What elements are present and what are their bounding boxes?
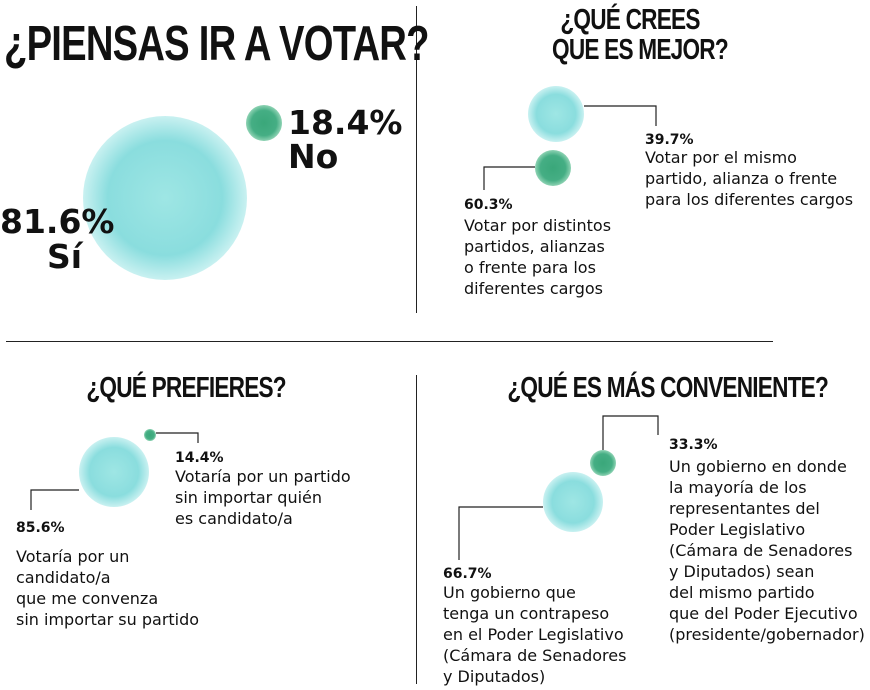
- label-line: en el Poder Legislativo: [443, 625, 624, 644]
- chart-title-prefieres: ¿QUÉ PREFIERES?: [86, 372, 286, 404]
- label-por-partido: Votaría por un partido sin importar quié…: [175, 466, 351, 529]
- label-mismo-partido-ejecutivo: Un gobierno en donde la mayoría de los r…: [669, 456, 865, 645]
- label-line: Votaría por un partido: [175, 467, 351, 486]
- leader-por-candidato: [30, 489, 79, 510]
- label-line: Votar por distintos: [464, 216, 612, 235]
- value-mismo-partido-ejecutivo: 33.3%: [669, 437, 718, 453]
- value-por-candidato: 85.6%: [16, 520, 65, 536]
- label-line: Votar por el mismo: [645, 148, 797, 167]
- label-line: Votaría por un: [16, 547, 130, 566]
- label-line: diferentes cargos: [464, 279, 604, 298]
- label-mismo-partido: Votar por el mismo partido, alianza o fr…: [645, 147, 853, 210]
- label-line: partidos, alianzas: [464, 237, 605, 256]
- label-line: Poder Legislativo: [669, 520, 806, 539]
- label-por-candidato: Votaría por un candidato/a que me conven…: [16, 546, 199, 630]
- leader-mismo-partido-ejecutivo: [602, 415, 659, 450]
- value-no-votar: 18.4%: [288, 103, 403, 142]
- label-line: sin importar quién: [175, 488, 323, 507]
- bubble-mismo-partido: [528, 86, 584, 142]
- divider-vertical-top: [416, 6, 417, 313]
- label-si-votar: Sí: [47, 237, 83, 276]
- label-line: es candidato/a: [175, 509, 293, 528]
- bubble-si-votar: [83, 116, 247, 280]
- value-si-votar: 81.6%: [0, 202, 115, 241]
- label-line: del mismo partido: [669, 583, 815, 602]
- chart-title-conveniente: ¿QUÉ ES MÁS CONVENIENTE?: [507, 372, 829, 404]
- bubble-por-partido: [144, 429, 156, 441]
- chart-title-mejor-line2: QUE ES MEJOR?: [552, 34, 729, 66]
- bubble-mismo-partido-ejecutivo: [590, 450, 616, 476]
- bubble-no-votar: [246, 105, 282, 141]
- divider-horizontal: [6, 341, 773, 342]
- bubble-por-candidato: [79, 437, 149, 507]
- label-line: representantes del: [669, 499, 820, 518]
- label-line: o frente para los: [464, 258, 596, 277]
- label-line: tenga un contrapeso: [443, 604, 610, 623]
- leader-por-partido: [156, 432, 199, 443]
- label-line: Un gobierno que: [443, 583, 576, 602]
- label-line: (presidente/gobernador): [669, 625, 865, 644]
- value-contrapeso: 66.7%: [443, 566, 492, 582]
- value-mismo-partido: 39.7%: [645, 132, 694, 148]
- label-line: que del Poder Ejecutivo: [669, 604, 858, 623]
- bubble-contrapeso: [543, 472, 603, 532]
- label-line: para los diferentes cargos: [645, 190, 854, 209]
- chart-title-mejor-line1: ¿QUÉ CREES: [560, 4, 700, 36]
- value-por-partido: 14.4%: [175, 450, 224, 466]
- leader-distintos-partidos: [483, 166, 535, 190]
- label-line: que me convenza: [16, 589, 159, 608]
- label-no-votar: No: [288, 137, 339, 176]
- leader-contrapeso: [458, 506, 543, 560]
- label-line: partido, alianza o frente: [645, 169, 838, 188]
- divider-vertical-bottom: [416, 375, 417, 684]
- label-line: Un gobierno en donde: [669, 457, 847, 476]
- label-line: sin importar su partido: [16, 610, 200, 629]
- chart-title-votar: ¿PIENSAS IR A VOTAR?: [4, 17, 429, 71]
- label-line: candidato/a: [16, 568, 111, 587]
- label-line: (Cámara de Senadores: [669, 541, 853, 560]
- label-line: la mayoría de los: [669, 478, 807, 497]
- label-line: (Cámara de Senadores: [443, 646, 627, 665]
- bubble-distintos-partidos: [535, 150, 571, 186]
- label-distintos-partidos: Votar por distintos partidos, alianzas o…: [464, 215, 611, 299]
- label-line: y Diputados): [443, 667, 546, 686]
- label-contrapeso: Un gobierno que tenga un contrapeso en e…: [443, 582, 626, 687]
- value-distintos-partidos: 60.3%: [464, 197, 513, 213]
- label-line: y Diputados) sean: [669, 562, 815, 581]
- leader-mismo-partido: [584, 105, 657, 126]
